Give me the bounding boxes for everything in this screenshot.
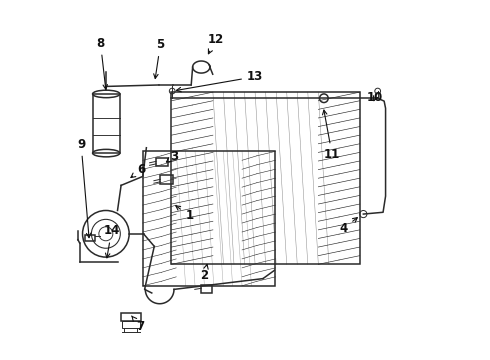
Text: 7: 7	[132, 316, 145, 333]
Text: 8: 8	[97, 36, 107, 89]
Text: 13: 13	[176, 70, 263, 92]
Text: 3: 3	[167, 150, 178, 163]
Text: 5: 5	[154, 38, 165, 78]
Bar	[172, 92, 360, 264]
Text: 11: 11	[322, 110, 340, 161]
Text: 1: 1	[176, 206, 194, 222]
Bar	[93, 94, 120, 153]
Text: 12: 12	[207, 33, 224, 54]
Text: 14: 14	[103, 224, 120, 258]
Text: 9: 9	[77, 138, 91, 238]
Text: 2: 2	[200, 264, 209, 282]
Text: 6: 6	[131, 163, 146, 177]
Text: 10: 10	[367, 91, 383, 104]
Text: 4: 4	[340, 218, 357, 235]
Bar	[156, 158, 168, 166]
Bar	[122, 320, 140, 328]
Bar	[201, 285, 212, 293]
Bar	[85, 234, 96, 241]
Bar	[143, 151, 275, 286]
Bar	[160, 175, 173, 184]
Bar	[121, 313, 141, 320]
